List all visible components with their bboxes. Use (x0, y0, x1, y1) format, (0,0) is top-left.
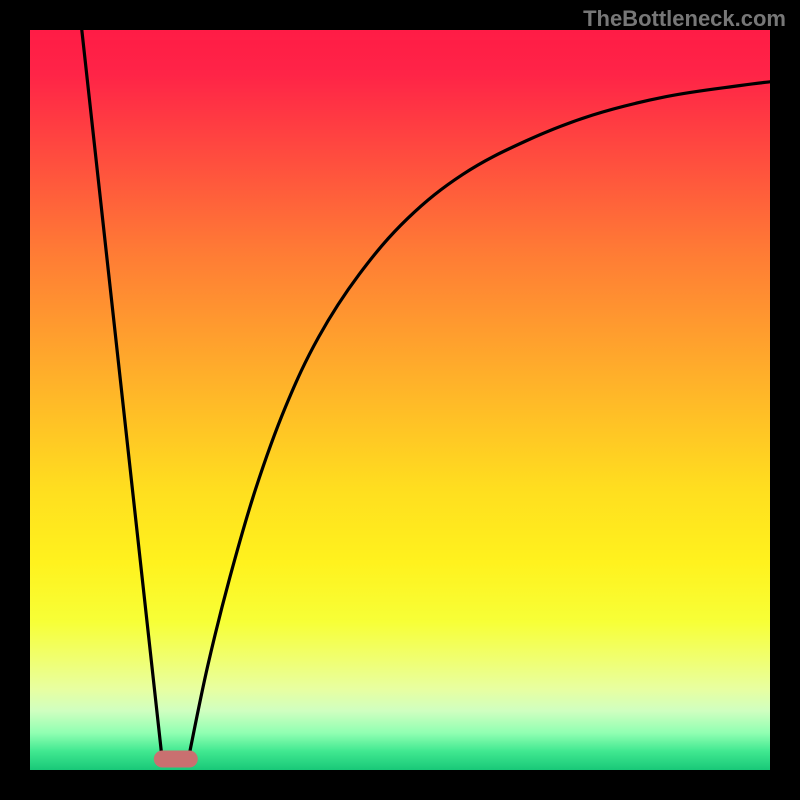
left-arm-path (82, 30, 162, 755)
right-arm-path (189, 82, 770, 755)
curve-overlay (30, 30, 770, 770)
watermark-text: TheBottleneck.com (583, 6, 786, 32)
apex-marker (154, 750, 198, 767)
plot-area (30, 30, 770, 770)
